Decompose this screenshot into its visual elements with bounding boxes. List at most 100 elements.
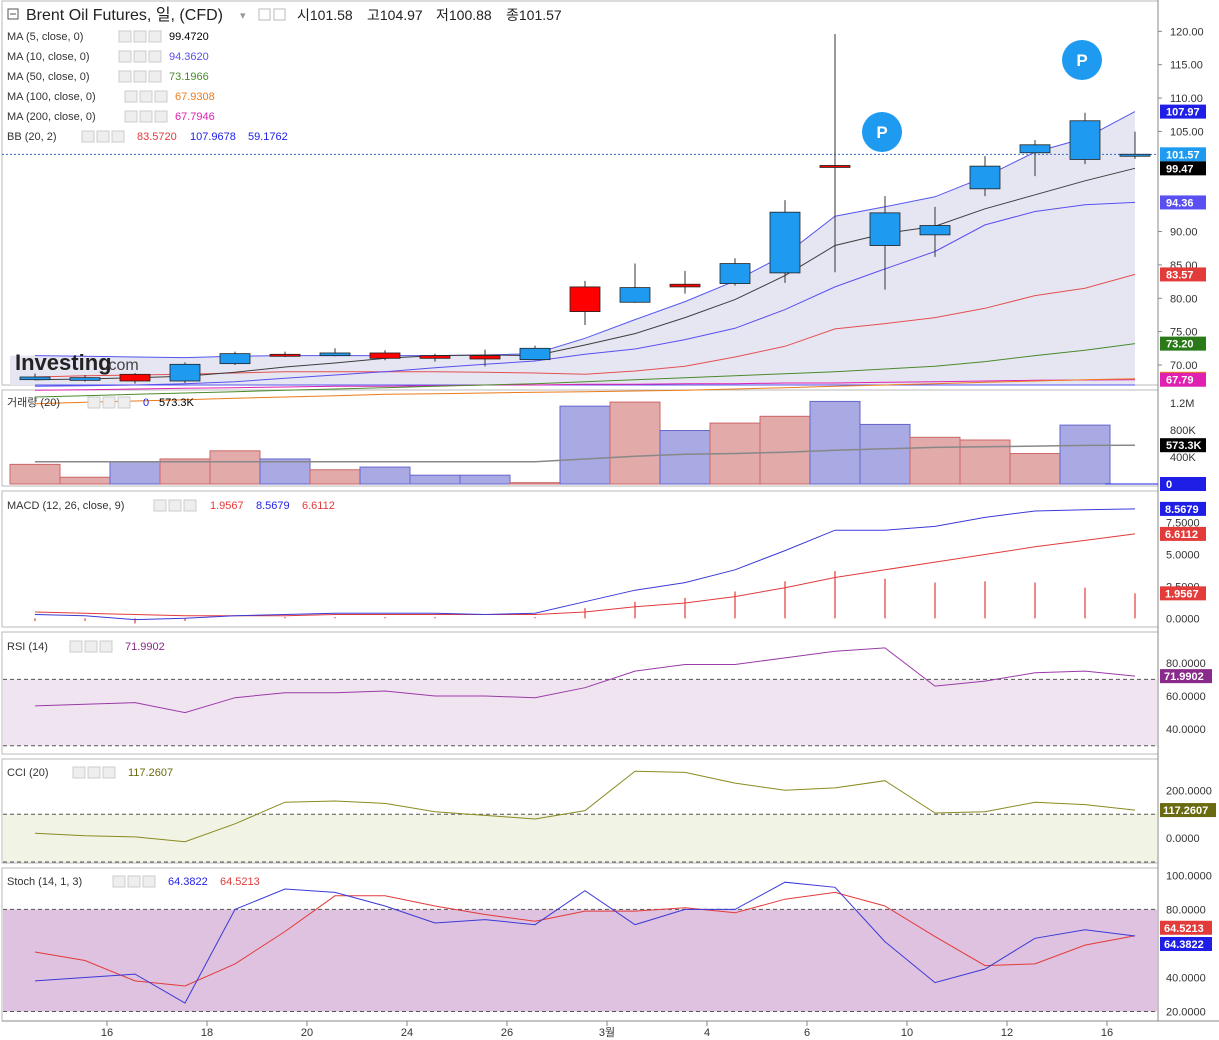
- gear-icon[interactable]: [127, 875, 141, 888]
- indicator-value: 99.4720: [169, 31, 209, 43]
- x-axis-label: 16: [101, 1027, 113, 1039]
- gear-icon[interactable]: [139, 90, 153, 103]
- eye-icon[interactable]: [258, 8, 271, 21]
- volume-axis-label: 400K: [1170, 452, 1196, 464]
- candle: [319, 348, 351, 357]
- rsi-axis-label: 40.0000: [1166, 724, 1206, 736]
- bb-lower-value: 59.1762: [248, 131, 288, 143]
- eye-icon[interactable]: [72, 766, 86, 779]
- volume-axis-label: 800K: [1170, 425, 1196, 437]
- gear-icon[interactable]: [87, 766, 101, 779]
- gear-icon[interactable]: [133, 70, 147, 83]
- rsi-band-fill: [3, 679, 1157, 746]
- volume-legend-ma: 573.3K: [159, 397, 195, 409]
- close-icon[interactable]: [142, 875, 156, 888]
- indicator-value: 73.1966: [169, 71, 209, 83]
- close-icon[interactable]: [99, 640, 113, 653]
- candle-body: [669, 283, 701, 288]
- macd-tag-box: [1160, 586, 1206, 601]
- candle-body: [319, 352, 351, 357]
- volume-tag-box: [1160, 477, 1206, 491]
- close-icon[interactable]: [111, 130, 125, 143]
- macd-tag-label: 8.5679: [1165, 504, 1199, 516]
- candle-body: [769, 211, 801, 274]
- price-tag-box: [1160, 336, 1206, 351]
- volume-bar: [209, 450, 261, 485]
- candle: [969, 156, 1001, 197]
- candle-body: [969, 165, 1001, 190]
- volume-bar: [509, 482, 561, 485]
- close-icon[interactable]: [148, 70, 162, 83]
- candle-body: [1019, 144, 1051, 154]
- eye-icon[interactable]: [87, 396, 101, 409]
- x-axis-label: 26: [501, 1027, 513, 1039]
- price-tag-label: 73.20: [1166, 339, 1194, 351]
- ohlc-value: 고104.97: [367, 7, 423, 23]
- cci-line: [34, 770, 1136, 843]
- candle-body: [569, 286, 601, 313]
- bb-upper-value: 107.9678: [190, 131, 236, 143]
- x-axis-label: 12: [1001, 1027, 1013, 1039]
- indicator-legend: [124, 90, 168, 103]
- eye-icon[interactable]: [153, 499, 167, 512]
- gear-icon[interactable]: [133, 50, 147, 63]
- gear-icon[interactable]: [133, 30, 147, 43]
- rsi-legend-value: 71.9902: [125, 641, 165, 653]
- candle: [369, 350, 401, 361]
- candle-body: [869, 212, 901, 246]
- volume-legend-value: 0: [143, 397, 149, 409]
- close-icon[interactable]: [117, 396, 131, 409]
- price-tag-box: [1160, 195, 1206, 210]
- volume-bar: [859, 423, 911, 485]
- collapse-icon[interactable]: [7, 8, 19, 20]
- investing-logo-text: Investing: [15, 350, 112, 375]
- price-tag-label: 99.47: [1166, 163, 1194, 175]
- volume-tag-box: [1160, 438, 1206, 453]
- pivot-marker: [1062, 40, 1102, 80]
- close-icon[interactable]: [102, 766, 116, 779]
- rsi-tag-label: 71.9902: [1164, 671, 1204, 683]
- candle-body: [119, 373, 151, 382]
- price-axis-label: 110.00: [1170, 93, 1203, 105]
- eye-icon[interactable]: [124, 110, 138, 123]
- candle-body: [1119, 153, 1151, 157]
- eye-icon[interactable]: [69, 640, 83, 653]
- ma100-line: [34, 378, 1136, 405]
- eye-icon[interactable]: [118, 70, 132, 83]
- stoch-band-fill: [3, 909, 1157, 1012]
- gear-icon[interactable]: [168, 499, 182, 512]
- eye-icon[interactable]: [124, 90, 138, 103]
- gear-icon[interactable]: [139, 110, 153, 123]
- stoch-axis-label: 20.0000: [1166, 1006, 1206, 1018]
- volume-bar: [459, 474, 511, 485]
- close-icon[interactable]: [154, 110, 168, 123]
- eye-icon[interactable]: [81, 130, 95, 143]
- macd-axis-label: 5.0000: [1166, 549, 1200, 561]
- eye-icon[interactable]: [112, 875, 126, 888]
- macd-tag-label: 6.6112: [1165, 529, 1198, 541]
- close-icon[interactable]: [148, 50, 162, 63]
- eye-icon[interactable]: [118, 30, 132, 43]
- volume-bar: [9, 463, 61, 485]
- price-tag-label: 101.57: [1166, 149, 1200, 161]
- price-tag-label: 94.36: [1166, 197, 1194, 209]
- indicator-name: MA (5, close, 0): [7, 31, 83, 43]
- title-dropdown-icon: ▾: [240, 10, 246, 22]
- close-icon[interactable]: [183, 499, 197, 512]
- candle: [469, 349, 501, 367]
- gear-icon[interactable]: [273, 8, 286, 21]
- candle: [269, 351, 301, 357]
- pivot-marker-label: P: [1076, 51, 1087, 70]
- gear-icon[interactable]: [96, 130, 110, 143]
- gear-icon[interactable]: [102, 396, 116, 409]
- bb-mid-value: 83.5720: [137, 131, 177, 143]
- eye-icon[interactable]: [118, 50, 132, 63]
- close-icon[interactable]: [154, 90, 168, 103]
- close-icon[interactable]: [148, 30, 162, 43]
- gear-icon[interactable]: [84, 640, 98, 653]
- ma50-line: [34, 343, 1136, 398]
- candle-body: [819, 165, 851, 168]
- cci-tag-box: [1160, 803, 1216, 818]
